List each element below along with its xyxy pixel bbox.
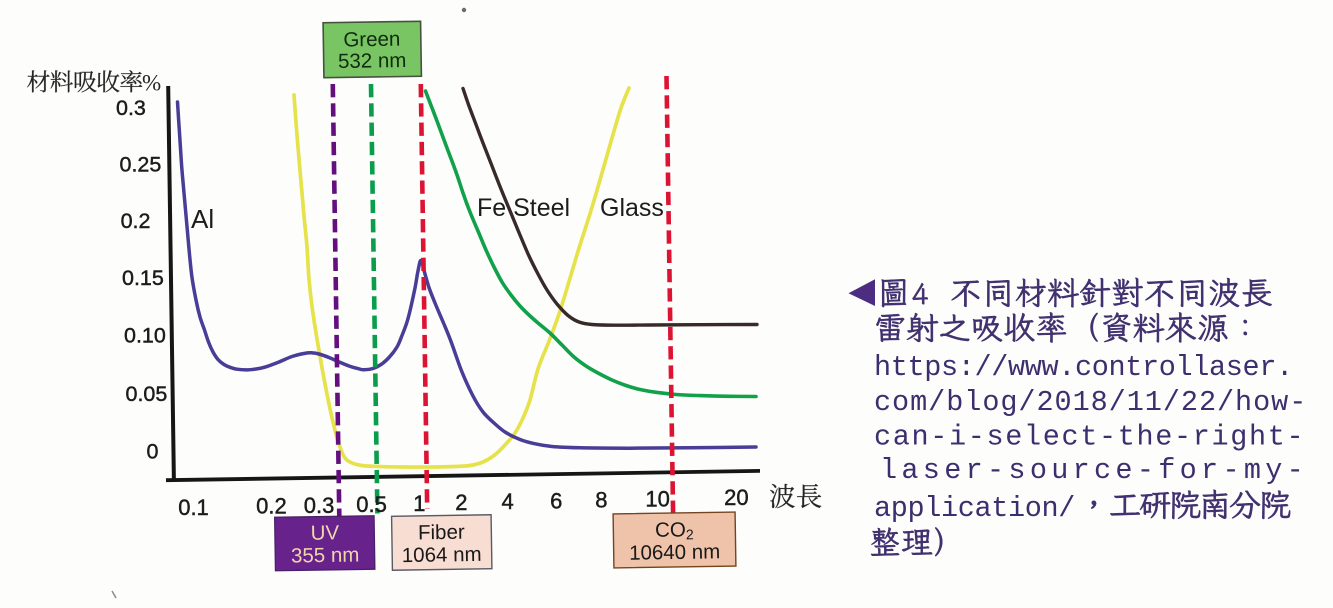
svg-text:20: 20: [724, 485, 748, 510]
svg-text:0.05: 0.05: [126, 382, 168, 406]
svg-text:UV: UV: [310, 521, 339, 544]
svg-text:2: 2: [455, 490, 467, 515]
svg-text:8: 8: [595, 487, 607, 512]
svg-text:1: 1: [413, 491, 425, 516]
svg-text:0.5: 0.5: [356, 492, 387, 517]
svg-text:532 nm: 532 nm: [338, 49, 407, 73]
svg-text:0.3: 0.3: [304, 493, 335, 518]
svg-text:10: 10: [645, 486, 669, 511]
svg-text:application/: application/: [874, 492, 1075, 525]
svg-text:Glass: Glass: [600, 194, 664, 222]
svg-text:CO2: CO2: [655, 518, 694, 543]
svg-text:0.15: 0.15: [122, 266, 164, 290]
svg-text:laser-source-for-my-: laser-source-for-my-: [880, 454, 1308, 487]
svg-text:4: 4: [501, 489, 513, 514]
svg-text:can-i-select-the-right-: can-i-select-the-right-: [874, 421, 1305, 454]
svg-text:com/blog/2018/11/22/how-: com/blog/2018/11/22/how-: [874, 386, 1307, 419]
svg-text:0.25: 0.25: [120, 152, 162, 176]
svg-text:Fe Steel: Fe Steel: [477, 194, 570, 222]
svg-text:10640 nm: 10640 nm: [629, 540, 721, 564]
svg-text:0.2: 0.2: [256, 494, 287, 519]
svg-text:%: %: [142, 71, 161, 96]
svg-text:Fiber: Fiber: [418, 521, 465, 545]
svg-text:Al: Al: [191, 204, 214, 234]
svg-text:6: 6: [550, 488, 562, 513]
svg-text:0.3: 0.3: [116, 96, 146, 120]
svg-text:1064 nm: 1064 nm: [402, 543, 482, 567]
svg-text:355 nm: 355 nm: [291, 543, 360, 567]
svg-text:0: 0: [147, 440, 159, 464]
svg-text:https://www.controllaser.: https://www.controllaser.: [874, 351, 1293, 384]
svg-text:Green: Green: [343, 28, 400, 52]
svg-text:0.2: 0.2: [121, 209, 151, 233]
svg-text:0.10: 0.10: [124, 324, 166, 348]
svg-text:0.1: 0.1: [178, 495, 209, 520]
